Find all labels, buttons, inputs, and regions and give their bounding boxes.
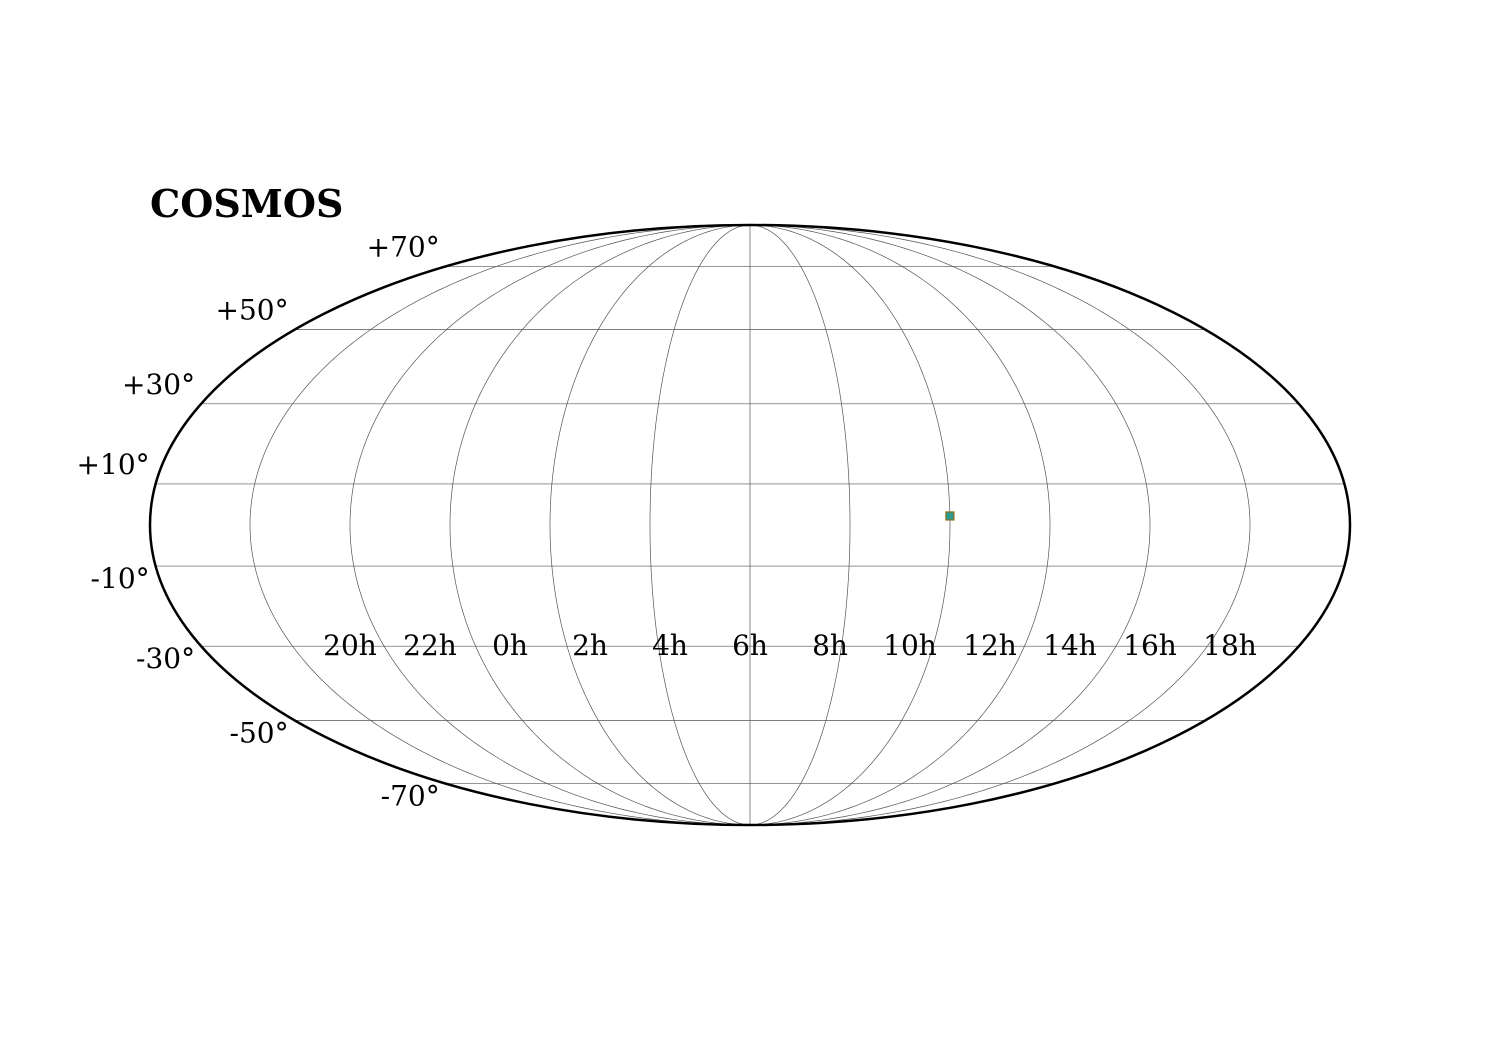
meridian-line xyxy=(549,224,751,826)
dec-tick-label: +50° xyxy=(216,294,289,327)
cosmos-field-marker xyxy=(945,511,955,521)
ra-tick-labels: 20h 22h 0h 2h 4h 6h 8h 10h 12h 14h 16h 18h xyxy=(323,629,1257,662)
ra-tick-label: 12h xyxy=(963,629,1017,662)
ra-tick-label: 16h xyxy=(1123,629,1177,662)
ra-tick-label: 18h xyxy=(1203,629,1257,662)
dec-tick-label: -10° xyxy=(91,562,150,595)
dec-tick-labels: +70° +50° +30° +10° -10° -30° -50° -70° xyxy=(77,230,440,812)
ra-tick-label: 4h xyxy=(652,629,688,662)
meridian-line xyxy=(349,224,751,826)
meridian-line xyxy=(249,224,751,826)
ra-tick-label: 0h xyxy=(492,629,528,662)
graticule xyxy=(155,224,1351,826)
ra-tick-label: 2h xyxy=(572,629,608,662)
ra-tick-label: 6h xyxy=(732,629,768,662)
dec-tick-label: -70° xyxy=(381,780,440,813)
ra-tick-label: 22h xyxy=(403,629,457,662)
dec-tick-label: +70° xyxy=(367,230,440,263)
meridian-line xyxy=(749,224,1151,826)
data-layer xyxy=(945,511,955,521)
meridian-line xyxy=(749,224,1051,826)
meridian-line xyxy=(749,224,951,826)
meridian-line xyxy=(649,224,751,826)
map-title: COSMOS xyxy=(150,181,343,226)
map-boundary xyxy=(148,223,1352,827)
meridian-line xyxy=(749,224,1251,826)
dec-tick-label: -50° xyxy=(230,716,289,749)
meridian-line xyxy=(749,224,851,826)
ra-tick-label: 14h xyxy=(1043,629,1097,662)
dec-tick-label: +10° xyxy=(77,448,150,481)
dec-tick-label: +30° xyxy=(122,368,195,401)
ra-tick-label: 20h xyxy=(323,629,377,662)
ra-tick-label: 10h xyxy=(883,629,937,662)
dec-tick-label: -30° xyxy=(136,642,195,675)
ra-tick-label: 8h xyxy=(812,629,848,662)
meridian-line xyxy=(449,224,751,826)
